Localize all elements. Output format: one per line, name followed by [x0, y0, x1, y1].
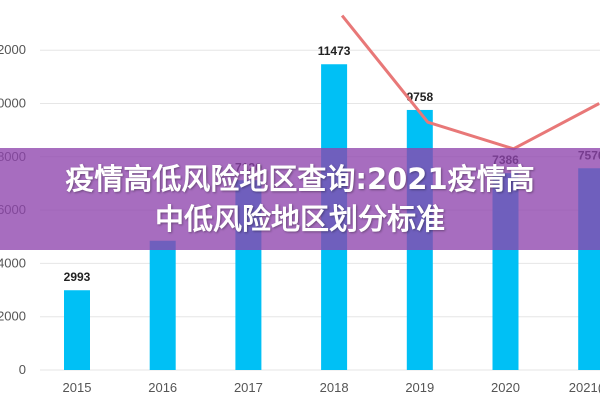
bar [64, 290, 90, 370]
title-banner: 疫情高低风险地区查询:2021疫情高中低风险地区划分标准 [0, 148, 600, 250]
x-tick-label: 2017 [234, 380, 263, 395]
x-tick-label: 2021(e) [569, 380, 600, 395]
trend-line [340, 14, 600, 151]
bar [149, 240, 176, 370]
y-tick-label: 0 [19, 362, 26, 377]
x-tick-label: 2020 [491, 380, 520, 395]
x-tick-label: 2018 [320, 380, 349, 395]
x-tick-label: 2015 [63, 380, 92, 395]
data-label: 11473 [318, 44, 351, 58]
banner-title: 疫情高低风险地区查询:2021疫情高中低风险地区划分标准 [65, 162, 535, 236]
data-label: 2993 [64, 270, 91, 284]
x-tick-label: 2019 [405, 380, 434, 395]
x-axis-ticks: 2015 2016 2017 2018 2019 2020 2021(e) [63, 380, 600, 395]
y-tick-label: 10000 [0, 96, 26, 111]
y-tick-label: 12000 [0, 42, 26, 57]
y-tick-label: 2000 [0, 309, 26, 324]
trend-line-path [340, 14, 600, 151]
y-tick-label: 4000 [0, 255, 26, 270]
data-label: 9758 [406, 90, 433, 104]
x-tick-label: 2016 [148, 380, 177, 395]
